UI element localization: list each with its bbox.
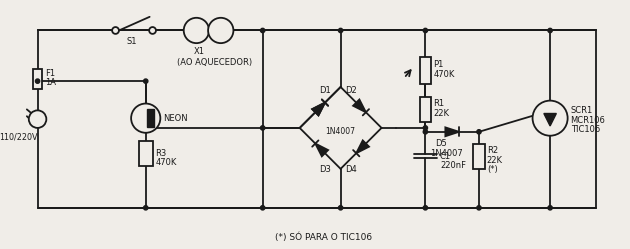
Circle shape — [423, 126, 428, 130]
Text: S1: S1 — [127, 37, 137, 46]
Circle shape — [112, 27, 119, 34]
Polygon shape — [445, 127, 459, 136]
Text: D2: D2 — [345, 86, 357, 95]
Text: MCR106: MCR106 — [571, 116, 605, 124]
Circle shape — [423, 130, 428, 134]
Circle shape — [29, 110, 47, 128]
Circle shape — [477, 206, 481, 210]
Circle shape — [261, 126, 265, 130]
Circle shape — [149, 27, 156, 34]
Text: 1N4007: 1N4007 — [430, 149, 463, 158]
Circle shape — [131, 104, 161, 133]
Circle shape — [338, 28, 343, 33]
Text: D3: D3 — [319, 165, 331, 174]
Circle shape — [532, 101, 568, 136]
Circle shape — [261, 28, 265, 33]
Polygon shape — [356, 140, 369, 153]
Circle shape — [423, 206, 428, 210]
Circle shape — [548, 206, 553, 210]
Text: NEON: NEON — [163, 114, 188, 123]
Text: 22K: 22K — [433, 109, 449, 118]
Text: R1: R1 — [433, 99, 444, 108]
Bar — [473, 143, 485, 169]
Polygon shape — [353, 100, 366, 112]
Text: 220nF: 220nF — [440, 161, 466, 170]
Text: D1: D1 — [319, 86, 331, 95]
Polygon shape — [312, 103, 325, 115]
Text: 1N4007: 1N4007 — [326, 127, 355, 136]
Text: SCR1: SCR1 — [571, 106, 593, 115]
Text: (*) SÓ PARA O TIC106: (*) SÓ PARA O TIC106 — [275, 232, 372, 242]
Circle shape — [548, 28, 553, 33]
Bar — [147, 109, 154, 127]
Text: 110/220V: 110/220V — [0, 132, 37, 141]
Polygon shape — [312, 103, 325, 115]
Text: R2: R2 — [487, 146, 498, 155]
Bar — [33, 69, 42, 89]
Circle shape — [477, 130, 481, 134]
Text: 470K: 470K — [433, 70, 455, 79]
Circle shape — [261, 206, 265, 210]
Bar — [139, 141, 152, 166]
Circle shape — [338, 206, 343, 210]
Polygon shape — [544, 114, 556, 126]
Text: R3: R3 — [156, 149, 167, 158]
Text: 1A: 1A — [45, 78, 56, 87]
Bar — [420, 97, 431, 122]
Text: F1: F1 — [45, 69, 55, 78]
Circle shape — [144, 79, 148, 83]
Text: X1: X1 — [193, 47, 205, 57]
Bar — [420, 57, 431, 84]
Circle shape — [144, 206, 148, 210]
Text: 470K: 470K — [156, 158, 177, 168]
Circle shape — [423, 28, 428, 33]
Text: (*): (*) — [487, 165, 498, 174]
Circle shape — [35, 79, 40, 83]
Text: (AO AQUECEDOR): (AO AQUECEDOR) — [177, 58, 252, 67]
Text: TIC106: TIC106 — [571, 125, 600, 134]
Text: 22K: 22K — [487, 156, 503, 165]
Polygon shape — [316, 144, 328, 156]
Circle shape — [184, 18, 209, 43]
Text: D4: D4 — [345, 165, 357, 174]
Circle shape — [208, 18, 234, 43]
Text: P1: P1 — [433, 60, 444, 69]
Text: D5: D5 — [435, 139, 447, 148]
Text: C1: C1 — [440, 152, 451, 161]
